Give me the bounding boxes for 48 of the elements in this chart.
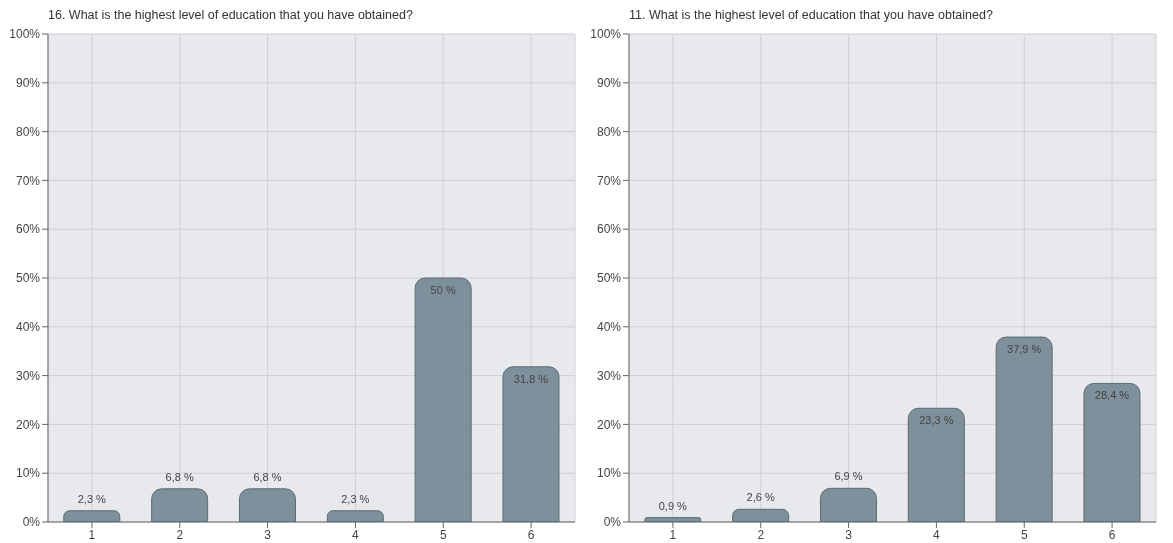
- y-tick-label: 50%: [15, 271, 41, 286]
- data-label: 37,9 %: [1007, 343, 1042, 356]
- y-tick-label: 100%: [9, 27, 41, 42]
- chart-title: 11. What is the highest level of education that you have obtained?: [629, 8, 994, 24]
- x-tick-label: 2: [757, 527, 765, 542]
- y-tick-label: 60%: [596, 222, 622, 237]
- y-tick-label: 80%: [596, 124, 622, 139]
- x-tick-label: 5: [1020, 527, 1028, 542]
- data-label: 50 %: [430, 284, 456, 296]
- data-label: 2,6 %: [746, 491, 775, 504]
- y-tick-label: 50%: [596, 271, 622, 286]
- y-tick-label: 40%: [596, 320, 622, 335]
- y-tick-label: 20%: [15, 417, 41, 432]
- x-tick-label: 1: [669, 527, 677, 542]
- y-tick-label: 0%: [603, 515, 622, 530]
- data-label: 0,9 %: [658, 499, 688, 512]
- y-tick-label: 70%: [15, 173, 41, 188]
- y-tick-label: 30%: [15, 368, 41, 383]
- x-tick-label: 3: [264, 527, 272, 542]
- x-tick-label: 3: [845, 527, 853, 542]
- y-tick-label: 60%: [15, 222, 41, 237]
- data-label: 31,8 %: [513, 372, 549, 385]
- x-tick-label: 4: [933, 527, 941, 542]
- data-label: 23,3 %: [919, 414, 954, 427]
- x-tick-label: 1: [88, 527, 96, 542]
- data-label: 28,4 %: [1094, 389, 1130, 402]
- y-tick-label: 40%: [15, 320, 41, 335]
- x-tick-label: 6: [1108, 527, 1116, 542]
- y-tick-label: 90%: [596, 76, 622, 91]
- y-tick-label: 20%: [596, 417, 622, 432]
- y-tick-label: 70%: [596, 173, 622, 188]
- y-tick-label: 0%: [22, 515, 41, 530]
- data-label: 2,3 %: [341, 492, 370, 505]
- x-tick-label: 6: [527, 527, 535, 542]
- chart-title: 16. What is the highest level of education that you have obtained?: [48, 8, 414, 24]
- data-label: 6,9 %: [834, 470, 863, 483]
- y-tick-label: 90%: [15, 76, 41, 91]
- data-label: 6,8 %: [165, 470, 194, 483]
- y-tick-label: 80%: [15, 124, 41, 139]
- y-tick-label: 10%: [596, 466, 622, 481]
- y-tick-label: 10%: [15, 466, 41, 481]
- data-label: 6,8 %: [253, 470, 282, 483]
- x-tick-label: 4: [352, 527, 360, 542]
- y-tick-label: 100%: [590, 27, 622, 42]
- data-label: 2,3 %: [77, 492, 107, 505]
- x-tick-label: 2: [176, 527, 184, 542]
- y-tick-label: 30%: [596, 368, 622, 383]
- x-tick-label: 5: [439, 527, 447, 542]
